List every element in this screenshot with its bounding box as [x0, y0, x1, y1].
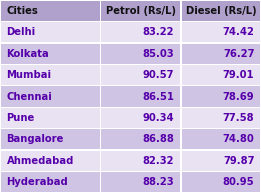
Text: 78.69: 78.69: [223, 91, 254, 102]
Bar: [101, 22, 180, 42]
Bar: [1, 151, 100, 171]
Text: 76.27: 76.27: [223, 49, 254, 59]
Bar: [182, 22, 260, 42]
Text: 90.57: 90.57: [143, 70, 174, 80]
Bar: [1, 86, 100, 107]
Bar: [1, 22, 100, 42]
Text: 74.42: 74.42: [223, 27, 254, 37]
Bar: [182, 172, 260, 192]
Text: 82.32: 82.32: [143, 156, 174, 166]
Text: Ahmedabad: Ahmedabad: [7, 156, 74, 166]
Text: 79.01: 79.01: [223, 70, 254, 80]
Bar: [101, 129, 180, 149]
Bar: [1, 129, 100, 149]
Bar: [101, 1, 180, 21]
Text: Bangalore: Bangalore: [7, 134, 64, 144]
Bar: [1, 1, 100, 21]
Text: 79.87: 79.87: [223, 156, 254, 166]
Bar: [101, 44, 180, 64]
Text: 86.88: 86.88: [143, 134, 174, 144]
Text: 74.80: 74.80: [223, 134, 254, 144]
Text: Hyderabad: Hyderabad: [7, 177, 68, 187]
Text: 77.58: 77.58: [223, 113, 254, 123]
Bar: [182, 86, 260, 107]
Bar: [1, 65, 100, 85]
Bar: [182, 108, 260, 128]
Text: 80.95: 80.95: [223, 177, 254, 187]
Bar: [101, 172, 180, 192]
Text: Mumbai: Mumbai: [7, 70, 51, 80]
Bar: [182, 65, 260, 85]
Text: Delhi: Delhi: [7, 27, 36, 37]
Text: Pune: Pune: [7, 113, 35, 123]
Bar: [182, 151, 260, 171]
Text: Cities: Cities: [7, 6, 38, 16]
Text: 85.03: 85.03: [143, 49, 174, 59]
Text: 90.34: 90.34: [143, 113, 174, 123]
Text: Chennai: Chennai: [7, 91, 52, 102]
Bar: [182, 129, 260, 149]
Bar: [1, 108, 100, 128]
Bar: [182, 44, 260, 64]
Bar: [101, 65, 180, 85]
Bar: [182, 1, 260, 21]
Text: Petrol (Rs/L): Petrol (Rs/L): [106, 6, 176, 16]
Bar: [101, 86, 180, 107]
Text: Kolkata: Kolkata: [7, 49, 49, 59]
Bar: [101, 108, 180, 128]
Bar: [101, 151, 180, 171]
Text: Diesel (Rs/L): Diesel (Rs/L): [186, 6, 256, 16]
Text: 88.23: 88.23: [143, 177, 174, 187]
Bar: [1, 172, 100, 192]
Text: 86.51: 86.51: [142, 91, 174, 102]
Bar: [1, 44, 100, 64]
Text: 83.22: 83.22: [143, 27, 174, 37]
